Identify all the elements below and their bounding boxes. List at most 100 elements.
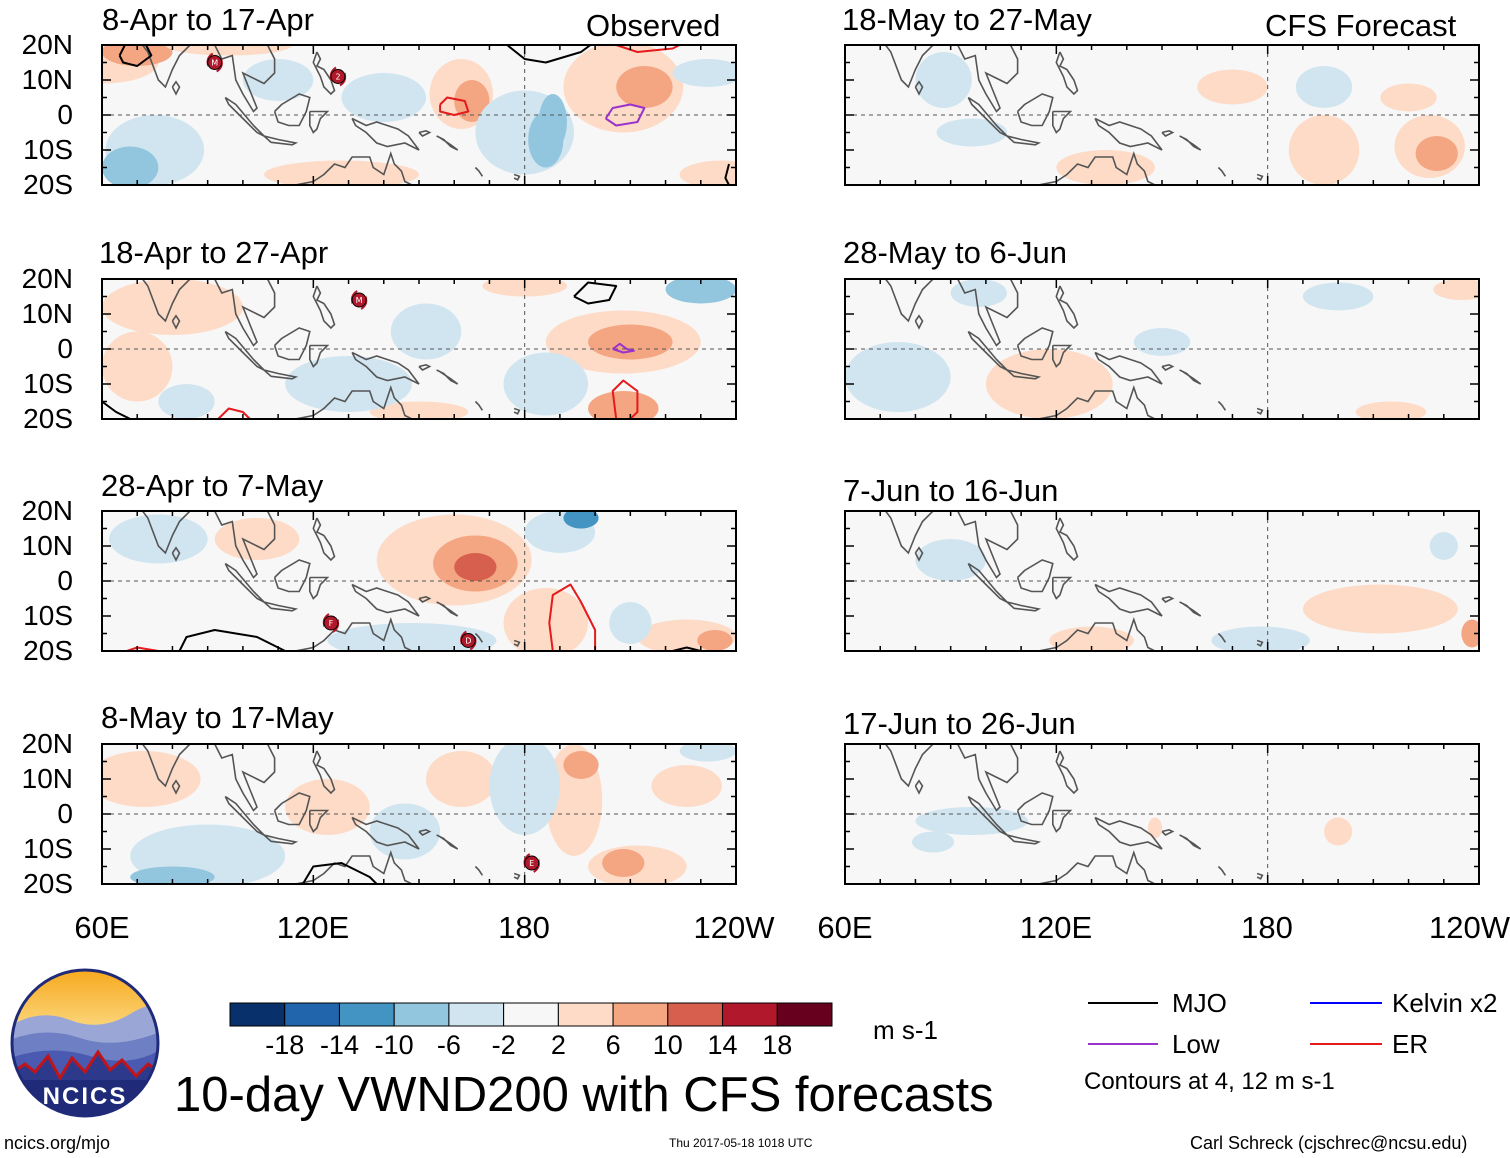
coastline — [1052, 110, 1073, 134]
negative-anomaly — [538, 94, 567, 150]
contour-line — [724, 163, 730, 185]
coastline — [1052, 344, 1073, 368]
colorbar-segment — [667, 1002, 724, 1027]
negative-anomaly — [563, 511, 599, 529]
positive-anomaly — [285, 779, 370, 835]
coastline — [312, 285, 336, 330]
coastline — [474, 400, 484, 411]
lat-tick-label: 0 — [57, 333, 73, 364]
storm-dot — [207, 55, 223, 70]
legend-line-low — [1088, 1043, 1158, 1045]
coastline — [263, 135, 299, 146]
positive-anomaly — [1197, 69, 1268, 105]
colorbar-segment — [612, 1002, 669, 1027]
storm-label: M — [356, 296, 363, 305]
coastline — [884, 511, 1019, 579]
coastline — [967, 96, 1008, 137]
coastline — [1006, 834, 1042, 845]
coastline — [1055, 517, 1079, 562]
positive-anomaly — [588, 391, 659, 419]
contour-line — [118, 45, 153, 67]
positive-anomaly — [1461, 619, 1479, 648]
coastline — [224, 330, 265, 371]
coastline — [312, 750, 336, 795]
positive-anomaly — [369, 401, 469, 419]
colorbar-units: m s-1 — [873, 1015, 938, 1045]
coastline — [171, 314, 181, 330]
contour-line — [217, 407, 251, 419]
coastline — [171, 80, 181, 96]
contour-line — [611, 379, 639, 419]
coastline-layer — [884, 279, 1264, 419]
coastline-layer — [118, 45, 730, 192]
positive-anomaly — [1433, 279, 1479, 300]
positive-anomaly — [679, 160, 736, 185]
positive-anomaly — [1380, 83, 1437, 112]
negative-anomaly — [341, 73, 427, 122]
storm-marker-F: F — [322, 613, 340, 633]
negative-anomaly — [936, 118, 1008, 147]
coastline — [273, 559, 311, 593]
coastline — [436, 834, 459, 850]
observed-panel-2 — [101, 278, 737, 420]
field-layer — [102, 744, 736, 884]
coastline — [1211, 886, 1218, 891]
coastline — [1161, 129, 1175, 137]
coastline — [1037, 616, 1156, 651]
coastline — [1256, 872, 1264, 880]
contour-line — [439, 96, 470, 116]
coastline — [513, 407, 521, 415]
coastline — [1055, 750, 1079, 795]
coastline — [294, 616, 413, 651]
lat-tick-label: 10S — [23, 600, 73, 631]
colorbar-segment — [284, 1002, 340, 1027]
coastline — [1256, 639, 1264, 647]
coastline-layer — [126, 511, 702, 658]
coastline — [418, 129, 432, 137]
coastline — [171, 779, 181, 795]
field-layer — [915, 532, 1479, 651]
negative-anomaly — [915, 52, 972, 108]
coastline — [967, 330, 1008, 371]
positive-anomaly — [165, 45, 293, 56]
coastline — [468, 653, 475, 658]
storm-dot — [524, 855, 540, 871]
coastline — [294, 384, 413, 419]
coastline — [1052, 809, 1073, 833]
negative-anomaly — [489, 744, 560, 835]
storm-dot — [460, 633, 476, 648]
positive-anomaly — [588, 324, 673, 360]
colorbar-segment — [229, 1002, 286, 1027]
positive-anomaly — [1056, 150, 1155, 185]
legend-label-kelvin: Kelvin x2 — [1392, 988, 1498, 1018]
colorbar-segment — [448, 1002, 505, 1027]
negative-anomaly — [327, 623, 497, 651]
legend-line-mjo — [1088, 1002, 1158, 1004]
positive-anomaly — [602, 849, 645, 877]
observed-label: Observed — [586, 8, 721, 43]
contour-legend: MJO Kelvin x2 Low ER — [1088, 990, 1508, 1110]
positive-anomaly — [1147, 817, 1162, 839]
coastline — [273, 327, 311, 361]
colorbar-segment — [557, 1002, 614, 1027]
coastline — [224, 562, 265, 603]
lat-tick-label: 20S — [23, 169, 73, 200]
lat-tick-label: 10N — [21, 64, 73, 95]
coastline — [1179, 369, 1202, 385]
positive-anomaly — [616, 66, 673, 108]
footer-site-link[interactable]: ncics.org/mjo — [4, 1133, 111, 1153]
coastline — [468, 187, 475, 192]
coastline — [294, 150, 413, 185]
coastline — [967, 795, 1008, 836]
panel-title-obs-4: 8-May to 17-May — [101, 700, 334, 735]
lon-tick-120w-left: 120W — [693, 910, 775, 945]
negative-anomaly — [911, 831, 955, 853]
positive-anomaly — [503, 588, 589, 651]
lon-tick-180-left: 180 — [498, 910, 550, 945]
positive-anomaly — [1415, 136, 1458, 171]
coastline — [884, 45, 1019, 113]
coastline — [436, 369, 459, 385]
lat-tick-label: 20N — [21, 263, 73, 294]
coastline — [468, 886, 475, 891]
